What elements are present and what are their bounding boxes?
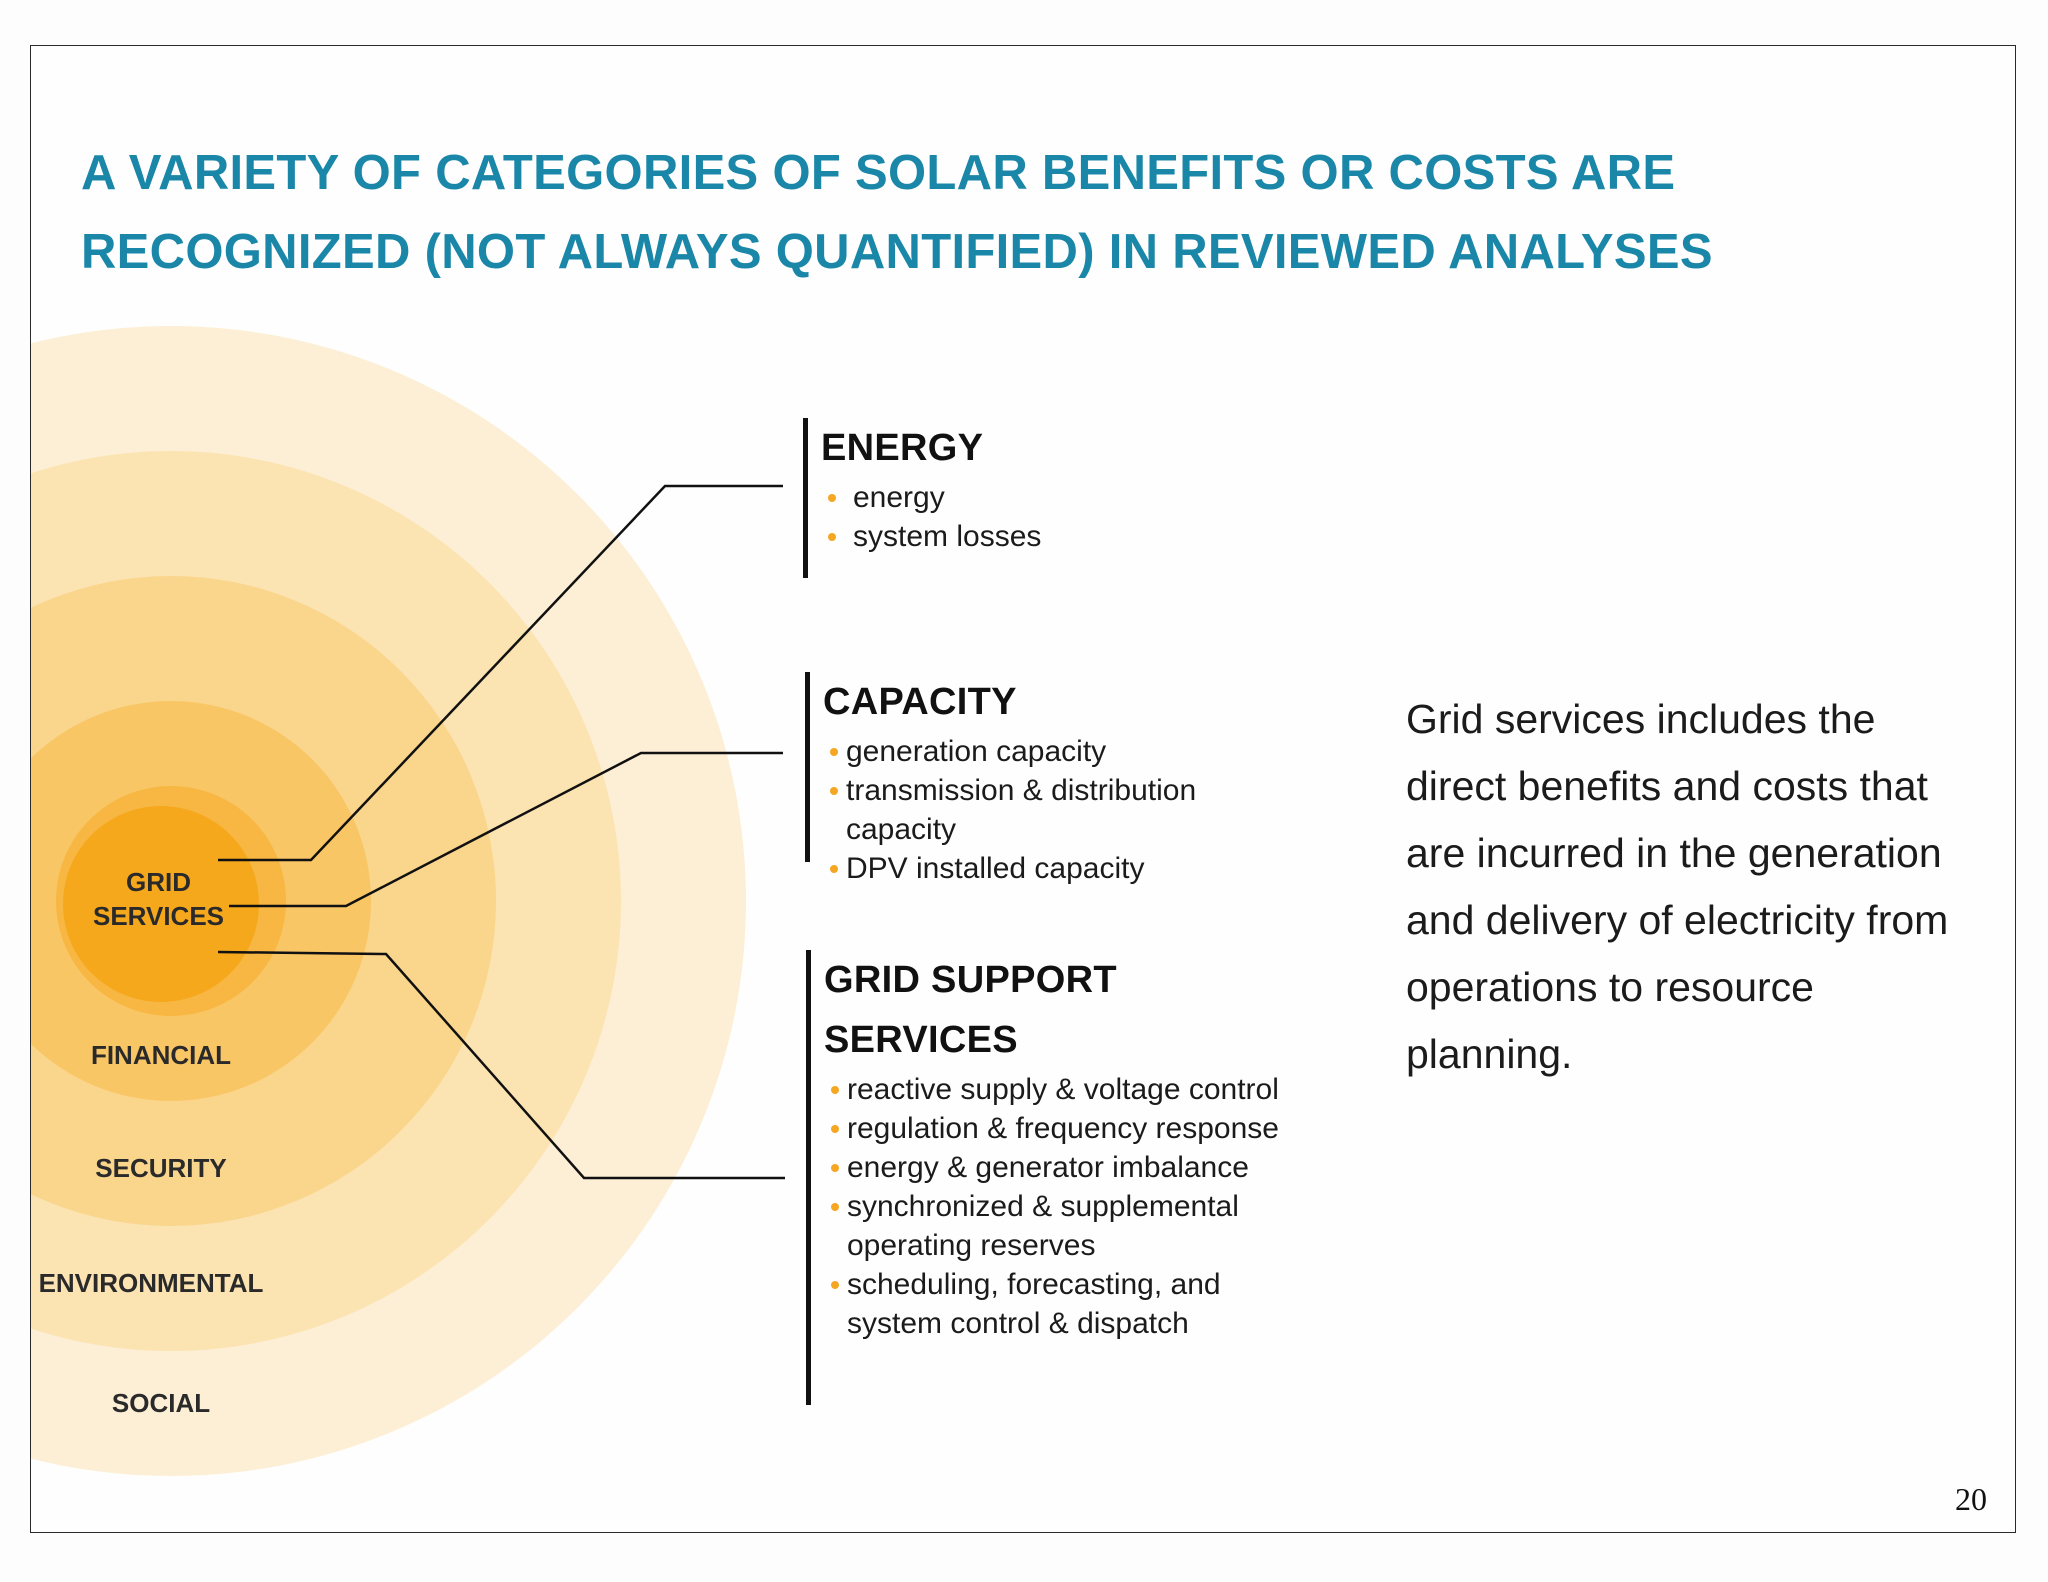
group-capacity-bar	[805, 672, 810, 862]
slide-title: A VARIETY OF CATEGORIES OF SOLAR BENEFIT…	[81, 134, 1961, 292]
title-line-1: A VARIETY OF CATEGORIES OF SOLAR BENEFIT…	[81, 146, 1676, 200]
group-capacity-list: generation capacity transmission & distr…	[805, 732, 1275, 888]
title-line-2: RECOGNIZED (NOT ALWAYS QUANTIFIED) IN RE…	[81, 225, 1713, 279]
list-item: generation capacity	[830, 732, 1275, 771]
group-grid-support-heading: GRID SUPPORT SERVICES	[824, 959, 1117, 1061]
list-item: energy	[828, 478, 1053, 517]
label-grid-services: GRID SERVICES	[92, 867, 224, 931]
group-grid-support-bar	[806, 950, 811, 1405]
page-number: 20	[1955, 1481, 1987, 1517]
connector-energy	[218, 484, 783, 862]
group-energy-list: energy system losses	[803, 478, 1053, 556]
list-item: DPV installed capacity	[830, 849, 1275, 888]
slide-frame: A VARIETY OF CATEGORIES OF SOLAR BENEFIT…	[30, 45, 2016, 1533]
label-security: SECURITY	[95, 1153, 227, 1183]
group-capacity: CAPACITY generation capacity transmissio…	[805, 672, 1275, 885]
list-item: system losses	[828, 517, 1053, 556]
list-item: energy & generator imbalance	[831, 1148, 1306, 1187]
concentric-rings-diagram	[31, 326, 785, 1476]
label-environmental: ENVIRONMENTAL	[38, 1268, 264, 1298]
list-item: transmission & distribution capacity	[830, 771, 1275, 849]
group-energy-bar	[803, 418, 808, 578]
list-item: synchronized & supplemental operating re…	[831, 1187, 1306, 1265]
list-item: regulation & frequency response	[831, 1109, 1306, 1148]
group-energy: ENERGY energy system losses	[803, 418, 1053, 578]
group-capacity-heading: CAPACITY	[823, 681, 1017, 723]
group-grid-support-list: reactive supply & voltage control regula…	[806, 1070, 1306, 1343]
group-grid-support: GRID SUPPORT SERVICES reactive supply & …	[806, 950, 1306, 1405]
ring-core	[63, 806, 259, 1002]
connector-grid-support	[217, 950, 785, 1180]
label-social: SOCIAL	[111, 1388, 211, 1418]
connector-capacity	[229, 751, 783, 908]
group-energy-heading: ENERGY	[821, 427, 984, 469]
grid-services-description: Grid services includes the direct benefi…	[1406, 696, 1949, 1077]
list-item: scheduling, forecasting, and system cont…	[831, 1265, 1306, 1343]
list-item: reactive supply & voltage control	[831, 1070, 1306, 1109]
label-financial: FINANCIAL	[90, 1040, 232, 1070]
